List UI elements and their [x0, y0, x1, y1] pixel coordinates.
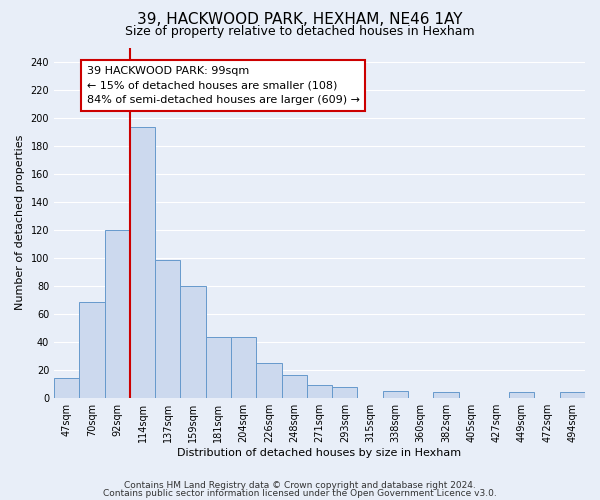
- Bar: [383, 390, 408, 398]
- Text: Contains public sector information licensed under the Open Government Licence v3: Contains public sector information licen…: [103, 489, 497, 498]
- Bar: [155, 260, 181, 398]
- Bar: [256, 362, 281, 398]
- Bar: [281, 376, 307, 398]
- Bar: [104, 230, 130, 398]
- Bar: [509, 392, 535, 398]
- Text: Size of property relative to detached houses in Hexham: Size of property relative to detached ho…: [125, 25, 475, 38]
- Bar: [79, 302, 104, 398]
- Bar: [433, 392, 458, 398]
- Bar: [307, 385, 332, 398]
- Bar: [181, 286, 206, 398]
- Bar: [560, 392, 585, 398]
- Text: 39 HACKWOOD PARK: 99sqm
← 15% of detached houses are smaller (108)
84% of semi-d: 39 HACKWOOD PARK: 99sqm ← 15% of detache…: [87, 66, 360, 106]
- Bar: [206, 338, 231, 398]
- Bar: [231, 338, 256, 398]
- Text: Contains HM Land Registry data © Crown copyright and database right 2024.: Contains HM Land Registry data © Crown c…: [124, 481, 476, 490]
- Y-axis label: Number of detached properties: Number of detached properties: [15, 135, 25, 310]
- Bar: [130, 128, 155, 398]
- Bar: [54, 378, 79, 398]
- Bar: [332, 386, 358, 398]
- Text: 39, HACKWOOD PARK, HEXHAM, NE46 1AY: 39, HACKWOOD PARK, HEXHAM, NE46 1AY: [137, 12, 463, 28]
- X-axis label: Distribution of detached houses by size in Hexham: Distribution of detached houses by size …: [178, 448, 461, 458]
